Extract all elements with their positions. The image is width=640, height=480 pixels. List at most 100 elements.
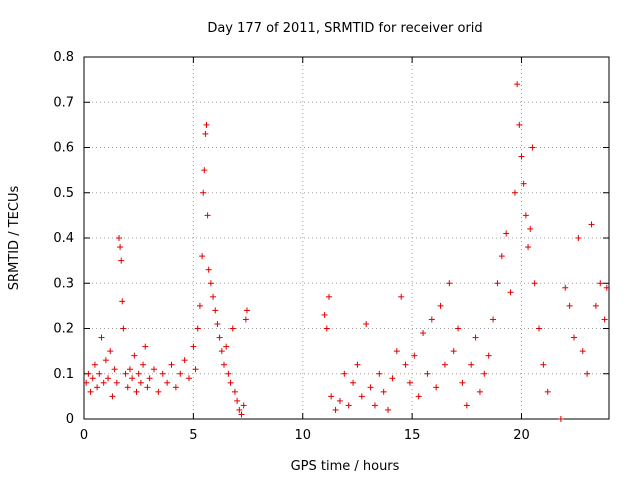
data-point [531,280,538,287]
data-point [424,370,431,377]
grid [84,57,609,419]
data-point [428,316,435,323]
data-point [240,402,247,409]
data-point [124,384,131,391]
data-point [177,370,184,377]
data-point [345,402,352,409]
data-point [472,334,479,341]
chart-title: Day 177 of 2011, SRMTID for receiver ori… [207,21,482,36]
data-point [117,244,124,251]
data-point [601,316,608,323]
data-point [522,212,529,219]
data-point [113,379,120,386]
data-point [131,352,138,359]
data-point [503,230,510,237]
data-point [204,212,211,219]
data-point [498,253,505,260]
data-point [221,361,227,368]
data-point [597,280,604,287]
data-point [398,293,405,300]
data-point [588,221,595,228]
data-point [592,302,599,309]
data-point [385,406,392,413]
data-point [321,311,328,318]
data-point [529,144,536,151]
x-tick-label: 0 [80,428,88,443]
x-tick-label: 20 [513,428,530,443]
data-point [243,307,250,314]
x-axis-label: GPS time / hours [291,459,400,474]
data-point [476,388,483,395]
data-point [566,302,573,309]
data-point [494,280,501,287]
data-point [102,357,109,364]
data-point [119,298,126,305]
data-point [111,366,118,373]
data-point [354,361,361,368]
data-point [94,384,101,391]
data-point [100,379,107,386]
data-point [207,280,214,287]
data-point [107,348,114,355]
data-point [603,284,610,291]
data-point [584,370,591,377]
y-tick-label: 0.2 [53,322,74,337]
data-point [146,375,153,382]
data-point [126,366,133,373]
data-point [485,352,492,359]
y-tick-label: 0.5 [53,186,74,201]
data-point [446,280,453,287]
data-point [227,379,234,386]
data-point [507,289,514,296]
data-point [105,375,112,382]
data-point [196,302,203,309]
data-point [242,316,249,323]
data-point [358,393,365,400]
data-point [463,402,470,409]
data-point [490,316,497,323]
data-point [516,121,523,128]
y-tick-label: 0.6 [53,141,74,156]
y-tick-label: 0.8 [53,50,74,65]
data-point [234,397,241,404]
data-point [85,370,92,377]
data-point [393,348,400,355]
data-point [544,388,551,395]
data-point [380,388,387,395]
data-point [225,370,232,377]
data-point [89,375,96,382]
data-point [214,320,221,327]
data-point [350,379,357,386]
data-point [192,366,199,373]
data-point [328,393,335,400]
y-tick-label: 0.1 [53,367,74,382]
y-tick-label: 0 [66,412,74,427]
data-point [216,334,223,341]
data-point [389,375,396,382]
data-point [481,370,488,377]
data-point [231,388,238,395]
data-point [525,244,532,251]
data-point [579,348,586,355]
x-tick-label: 5 [189,428,197,443]
data-point [212,307,219,314]
data-point [200,189,207,196]
data-point [120,325,127,332]
data-point [229,325,236,332]
data-point [441,361,448,368]
plot-frame [83,56,610,420]
data-point [98,334,105,341]
data-point [527,225,534,232]
data-point [164,379,171,386]
data-point [323,325,330,332]
data-point [332,406,339,413]
data-point [186,375,192,382]
data-point [367,384,374,391]
data-point [87,388,94,395]
y-axis: 0 0.1 0.2 0.3 0.4 0.5 0.6 0.7 0.8 [53,50,609,427]
data-point [511,189,518,196]
data-point [518,153,525,160]
data-point [514,81,521,88]
x-tick-label: 10 [294,428,311,443]
data-point [168,361,175,368]
